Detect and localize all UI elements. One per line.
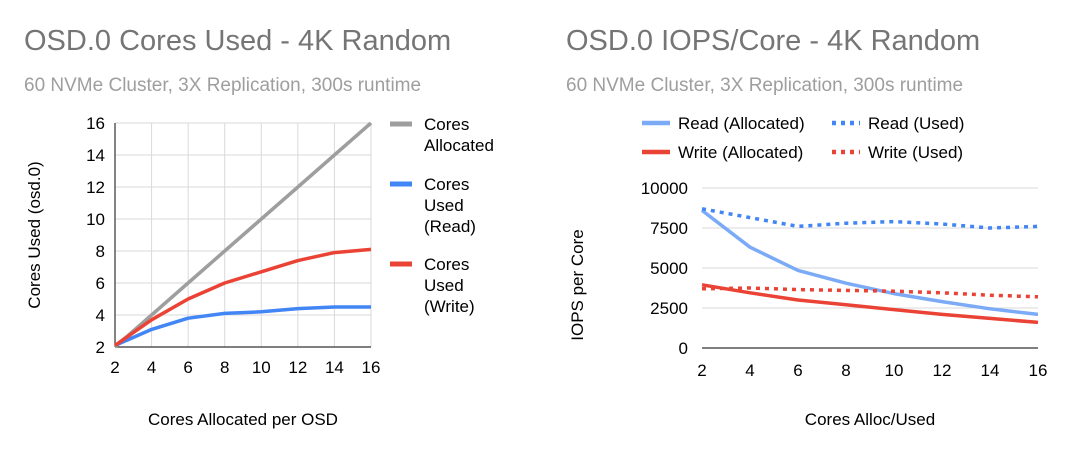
y-axis-label: Cores Used (osd.0) [25, 161, 44, 308]
x-tick-label: 10 [885, 361, 904, 380]
iops-per-core-plot: 2 4 6 8 10 12 14 16 0 2500 5000 7500 10000 Cores Allo… [568, 114, 1048, 429]
x-tick-label: 6 [183, 358, 192, 377]
legend-label: Used [424, 196, 464, 215]
x-tick-label: 12 [288, 358, 307, 377]
x-tick-label: 8 [841, 361, 850, 380]
y-tick-label: 0 [679, 339, 688, 358]
series-line [700, 209, 1039, 317]
x-tick-label: 8 [220, 358, 229, 377]
legend-label: (Write) [424, 297, 475, 316]
iops-per-core-chart: OSD.0 IOPS/Core - 4K Random 60 NVMe Clus… [542, 0, 1084, 451]
x-tick-label: 12 [933, 361, 952, 380]
x-tick-label: 4 [745, 361, 754, 380]
legend-label: Read (Allocated) [678, 114, 805, 133]
legend-label: Read (Used) [868, 114, 964, 133]
legend-label: Write (Used) [868, 143, 963, 162]
chart-title: OSD.0 IOPS/Core - 4K Random [566, 25, 981, 57]
y-tick-label: 8 [96, 242, 105, 261]
x-tick-label: 14 [981, 361, 1000, 380]
y-tick-label: 12 [86, 178, 105, 197]
x-tick-label: 2 [110, 358, 119, 377]
y-tick-label: 16 [86, 114, 105, 133]
legend-label: Used [424, 276, 464, 295]
x-tick-label: 14 [325, 358, 344, 377]
y-tick-label: 5000 [650, 259, 688, 278]
y-tick-label: 10000 [641, 179, 688, 198]
cores-used-chart: OSD.0 Cores Used - 4K Random 60 NVMe Clu… [0, 0, 540, 451]
legend-label: (Read) [424, 217, 476, 236]
cores-used-plot: 2 4 6 8 10 12 14 16 2 4 6 8 10 12 14 16 Cores Allocated … [25, 114, 494, 429]
legend-label: Allocated [424, 136, 494, 155]
legend-label: Cores [424, 175, 469, 194]
x-tick-label: 6 [793, 361, 802, 380]
x-tick-label: 2 [697, 361, 706, 380]
chart-subtitle: 60 NVMe Cluster, 3X Replication, 300s ru… [566, 75, 964, 96]
y-tick-label: 4 [96, 306, 105, 325]
y-tick-label: 2 [96, 338, 105, 357]
legend-label: Cores [424, 115, 469, 134]
series-line [113, 121, 373, 349]
y-tick-label: 10 [86, 210, 105, 229]
y-tick-label: 14 [86, 146, 105, 165]
x-tick-label: 16 [362, 358, 381, 377]
series-line [701, 207, 1039, 230]
chart-title: OSD.0 Cores Used - 4K Random [24, 25, 452, 57]
legend-label: Cores [424, 255, 469, 274]
chart-subtitle: 60 NVMe Cluster, 3X Replication, 300s ru… [24, 75, 422, 96]
series-line [701, 286, 1039, 299]
legend-label: Write (Allocated) [678, 143, 803, 162]
series-line [113, 247, 372, 347]
series-line [701, 283, 1039, 325]
x-axis-label: Cores Allocated per OSD [148, 410, 338, 429]
x-tick-label: 16 [1029, 361, 1048, 380]
x-axis-label: Cores Alloc/Used [805, 410, 935, 429]
y-tick-label: 2500 [650, 299, 688, 318]
series-line [114, 305, 371, 348]
x-tick-label: 10 [252, 358, 271, 377]
x-tick-label: 4 [147, 358, 156, 377]
y-tick-label: 6 [96, 274, 105, 293]
y-tick-label: 7500 [650, 219, 688, 238]
y-axis-label: IOPS per Core [568, 229, 587, 341]
